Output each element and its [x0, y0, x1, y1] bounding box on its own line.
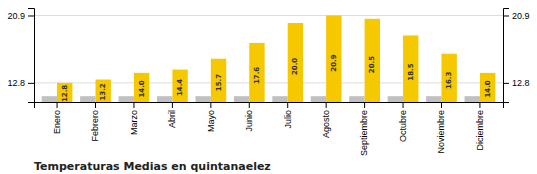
tick: 20.9 [503, 11, 530, 21]
tick: Septiembre [359, 102, 369, 156]
plot: 12.8 13.2 14.0 14.4 15.7 17.6 20.0 20.9 20.5 18.5… [7, 9, 529, 157]
data-label: 12.8 [61, 85, 69, 102]
tick: Diciembre [475, 102, 485, 151]
tick-mark [326, 102, 327, 108]
tick: Noviembre [436, 102, 446, 154]
axis-line [504, 9, 510, 103]
bar [426, 96, 441, 102]
bar [441, 54, 456, 102]
data-label: 13.2 [99, 83, 107, 100]
tick-mark [95, 102, 96, 108]
tick-label: 20.9 [512, 11, 530, 21]
tick-mark [287, 102, 288, 108]
tick-label: Noviembre [436, 110, 446, 154]
tick-mark [249, 102, 250, 108]
tick-label: Febrero [90, 110, 100, 142]
tick-mark [364, 102, 365, 108]
bar [157, 96, 172, 102]
tick-label: Agosto [321, 110, 331, 138]
tick-mark [441, 102, 442, 108]
tick-mark [503, 15, 509, 16]
bar [195, 96, 210, 102]
bar-series [57, 15, 495, 102]
data-label: 20.0 [291, 58, 299, 75]
tick-mark [172, 102, 173, 108]
chart: 12.8 13.2 14.0 14.4 15.7 17.6 20.0 20.9 20.5 18.5… [0, 0, 537, 174]
tick-label: 12.8 [7, 78, 25, 88]
data-label: 20.9 [330, 54, 338, 71]
bar [96, 80, 111, 102]
title: Temperaturas Medias en quintanaelez [34, 160, 271, 173]
tick-mark [479, 102, 480, 108]
tick-label: Junio [244, 110, 254, 132]
tick-mark [57, 102, 58, 108]
tick: Junio [244, 102, 254, 132]
bar [288, 23, 303, 102]
bar [349, 96, 364, 102]
y2-axis: 12.8 20.9 [503, 9, 530, 103]
y-axis: 12.8 20.9 [7, 9, 34, 103]
data-label: 15.7 [215, 74, 223, 91]
bar [57, 83, 72, 102]
tick-mark [28, 83, 34, 84]
grid [34, 15, 503, 82]
tick: 20.9 [7, 11, 34, 21]
tick-mark [133, 102, 134, 108]
data-label: 17.6 [253, 67, 261, 84]
tick: 12.8 [503, 78, 530, 88]
axis-line [28, 9, 35, 103]
bar [480, 73, 495, 102]
tick-label: Julio [283, 110, 293, 129]
tick-label: Abril [167, 110, 177, 128]
tick: Febrero [90, 102, 100, 142]
tick: Octubre [398, 102, 408, 142]
data-label: 20.5 [368, 56, 376, 73]
tick: Mayo [206, 102, 216, 132]
tick: Marzo [129, 102, 139, 135]
bar [272, 96, 287, 102]
data-label: 14.0 [138, 80, 146, 97]
bar [311, 96, 326, 102]
tick-label: Septiembre [359, 110, 369, 156]
data-label: 16.3 [445, 72, 453, 89]
tick-label: Octubre [398, 110, 408, 142]
tick-label: Diciembre [475, 110, 485, 151]
tick-label: Enero [52, 110, 62, 134]
bar [234, 96, 249, 102]
bar [465, 96, 480, 102]
bar [388, 96, 403, 102]
axis-line [35, 103, 504, 109]
tick: Enero [52, 102, 62, 134]
grid-line [34, 15, 503, 16]
tick-mark [28, 15, 34, 16]
tick-mark [503, 83, 509, 84]
bar [80, 96, 95, 102]
bar [249, 43, 264, 102]
tick: Julio [283, 102, 293, 129]
bar [403, 35, 418, 102]
tick-label: 20.9 [7, 11, 25, 21]
data-label: 14.4 [176, 79, 184, 96]
tick-mark [403, 102, 404, 108]
tick: Abril [167, 102, 177, 128]
bar [365, 19, 380, 102]
data-label: 14.0 [484, 80, 492, 97]
data-label: 18.5 [407, 63, 415, 80]
x-axis: Enero Febrero Marzo Abril Mayo Junio Julio Agos… [35, 102, 504, 156]
bar [326, 15, 341, 102]
tick: Agosto [321, 102, 331, 138]
bar [119, 96, 134, 102]
bar [211, 59, 226, 102]
bars [42, 15, 496, 102]
bar [134, 73, 149, 102]
bar [172, 70, 187, 102]
tick: 12.8 [7, 78, 34, 88]
tick-label: 12.8 [512, 78, 530, 88]
bar [42, 96, 57, 102]
data-labels: 12.8 13.2 14.0 14.4 15.7 17.6 20.0 20.9 20.5 18.5… [61, 54, 492, 102]
tick-label: Marzo [129, 110, 139, 135]
tick-mark [210, 102, 211, 108]
tick-label: Mayo [206, 110, 216, 132]
